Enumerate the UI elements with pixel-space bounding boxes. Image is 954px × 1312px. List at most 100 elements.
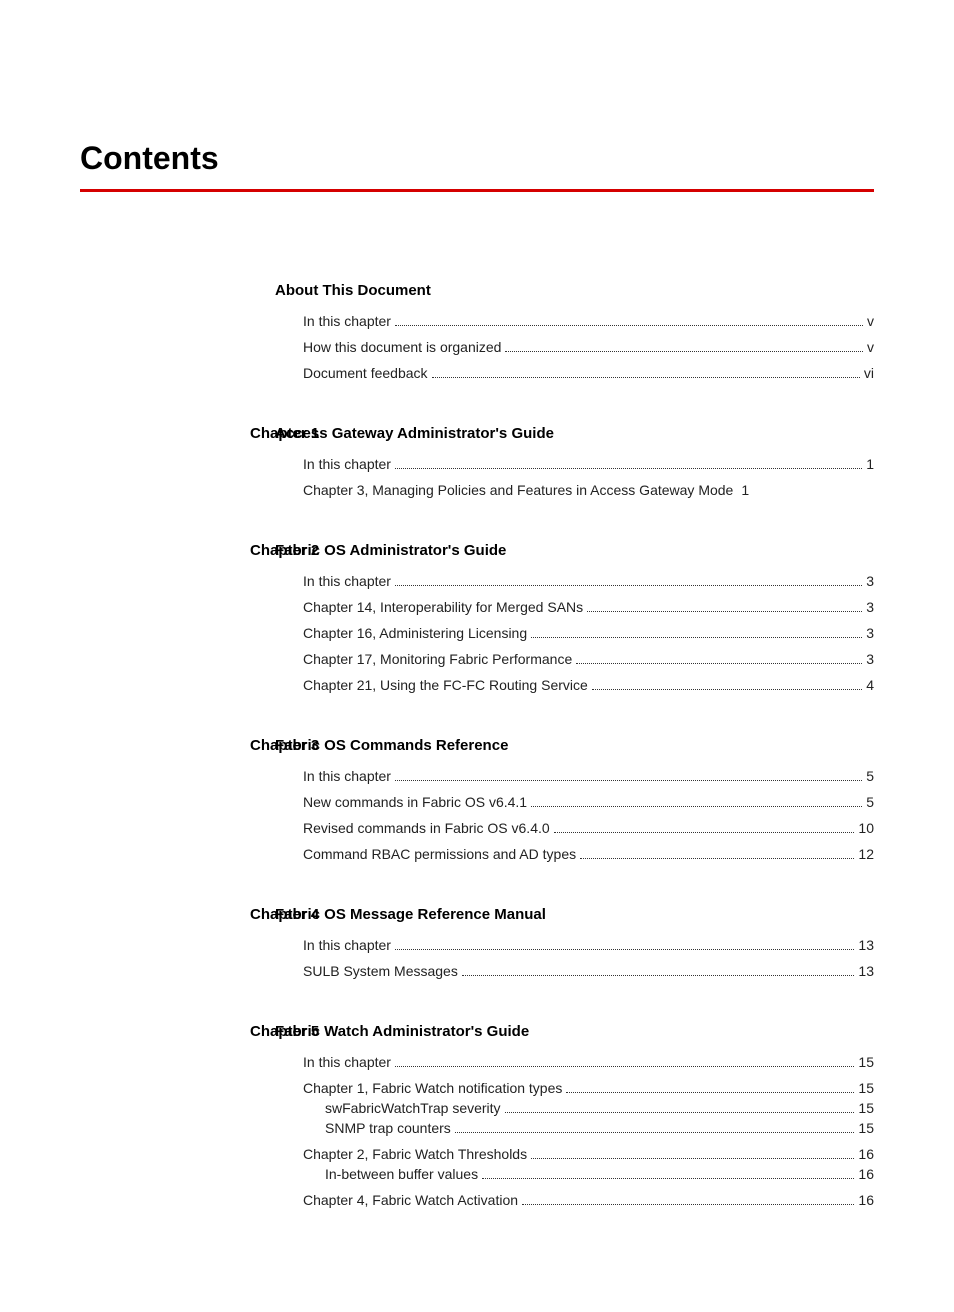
toc-entry[interactable]: Chapter 1, Fabric Watch notification typ… [303, 1080, 874, 1096]
toc-entry[interactable]: In this chapter5 [303, 768, 874, 784]
entry-text: SULB System Messages [303, 963, 458, 979]
entry-page: 13 [858, 937, 874, 953]
toc-entry[interactable]: Chapter 21, Using the FC-FC Routing Serv… [303, 677, 874, 693]
toc-entry[interactable]: In-between buffer values 16 [303, 1166, 874, 1182]
section-body: Fabric OS Message Reference Manual In thi… [275, 906, 874, 989]
toc-entry[interactable]: Revised commands in Fabric OS v6.4.0 10 [303, 820, 874, 836]
entry-text: In this chapter [303, 1054, 391, 1070]
toc-entry[interactable]: How this document is organized v [303, 339, 874, 355]
entry-text: Chapter 2, Fabric Watch Thresholds [303, 1146, 527, 1162]
section-body: Fabric Watch Administrator's GuideIn thi… [275, 1023, 874, 1218]
toc-entry[interactable]: In this chapter1 [303, 456, 874, 472]
entry-page: 3 [866, 573, 874, 589]
dot-leader [531, 1148, 854, 1159]
toc-entry[interactable]: New commands in Fabric OS v6.4.1 5 [303, 794, 874, 810]
entry-text: In-between buffer values [325, 1166, 478, 1182]
entry-page: 4 [866, 677, 874, 693]
toc-entry[interactable]: SULB System Messages 13 [303, 963, 874, 979]
dot-leader [587, 601, 862, 612]
entry-page: 15 [858, 1054, 874, 1070]
entry-page: 16 [858, 1166, 874, 1182]
dot-leader [395, 939, 854, 950]
dot-leader [505, 1102, 855, 1113]
dot-leader [576, 653, 862, 664]
toc-entry[interactable]: Chapter 4, Fabric Watch Activation 16 [303, 1192, 874, 1208]
table-of-contents: About This DocumentIn this chaptervHow t… [80, 282, 874, 1218]
dot-leader [482, 1168, 854, 1179]
toc-entry[interactable]: In this chapter 13 [303, 937, 874, 953]
dot-leader [395, 575, 862, 586]
entry-text: In this chapter [303, 937, 391, 953]
entry-text: In this chapter [303, 313, 391, 329]
entry-text: How this document is organized [303, 339, 501, 355]
section-title: Fabric OS Message Reference Manual [275, 906, 874, 923]
dot-leader [531, 627, 862, 638]
entry-text: Chapter 1, Fabric Watch notification typ… [303, 1080, 562, 1096]
entry-page: 16 [858, 1146, 874, 1162]
entry-text: In this chapter [303, 768, 391, 784]
dot-leader [566, 1082, 854, 1093]
toc-entry[interactable]: swFabricWatchTrap severity15 [303, 1100, 874, 1116]
entry-text: Chapter 14, Interoperability for Merged … [303, 599, 583, 615]
entry-text: Document feedback [303, 365, 428, 381]
entries-list: In this chapter1 Chapter 3, Managing Poli… [275, 456, 874, 498]
toc-entry[interactable]: Chapter 2, Fabric Watch Thresholds 16 [303, 1146, 874, 1162]
section-title: Fabric OS Administrator's Guide [275, 542, 874, 559]
chapter-label: Chapter 5 [80, 1023, 275, 1218]
entry-page: 5 [866, 794, 874, 810]
chapter-label: Chapter 1 [80, 425, 275, 508]
toc-entry[interactable]: In this chapter 3 [303, 573, 874, 589]
section-body: Access Gateway Administrator's Guide In t… [275, 425, 874, 508]
toc-section: Chapter 5Fabric Watch Administrator's Gu… [80, 1023, 874, 1218]
dot-leader [395, 458, 862, 469]
entry-page: 3 [866, 625, 874, 641]
toc-entry[interactable]: Chapter 16, Administering Licensing 3 [303, 625, 874, 641]
entry-page: 10 [858, 820, 874, 836]
entry-page: v [867, 339, 874, 355]
entries-list: In this chapter 3 Chapter 14, Interoperabi… [275, 573, 874, 693]
section-title: About This Document [275, 282, 874, 299]
section-body: About This DocumentIn this chaptervHow t… [275, 282, 874, 391]
entry-text: SNMP trap counters [325, 1120, 451, 1136]
toc-section: Chapter 3Fabric OS Commands ReferenceIn … [80, 737, 874, 872]
entry-text: Command RBAC permissions and AD types [303, 846, 576, 862]
section-title: Access Gateway Administrator's Guide [275, 425, 874, 442]
toc-entry[interactable]: Chapter 3, Managing Policies and Feature… [303, 482, 874, 498]
toc-entry[interactable]: Chapter 14, Interoperability for Merged … [303, 599, 874, 615]
toc-entry[interactable]: Command RBAC permissions and AD types12 [303, 846, 874, 862]
entry-text: Chapter 17, Monitoring Fabric Performanc… [303, 651, 572, 667]
dot-leader [462, 965, 855, 976]
entry-page: v [867, 313, 874, 329]
entry-page: 3 [866, 599, 874, 615]
entry-text: Revised commands in Fabric OS v6.4.0 [303, 820, 550, 836]
toc-entry[interactable]: SNMP trap counters15 [303, 1120, 874, 1136]
dot-leader [505, 341, 863, 352]
entry-page: 13 [858, 963, 874, 979]
dot-leader [531, 796, 862, 807]
toc-entry[interactable]: In this chapter v [303, 313, 874, 329]
toc-entry[interactable]: In this chapter 15 [303, 1054, 874, 1070]
entry-page: 16 [858, 1192, 874, 1208]
chapter-label: Chapter 2 [80, 542, 275, 703]
dot-leader [554, 822, 855, 833]
section-body: Fabric OS Commands Reference In this chap… [275, 737, 874, 872]
entries-list: In this chapter 15 Chapter 1, Fabric Watch… [275, 1054, 874, 1208]
section-title: Fabric OS Commands Reference [275, 737, 874, 754]
entry-text: In this chapter [303, 573, 391, 589]
dot-leader [432, 367, 860, 378]
toc-section: Chapter 1Access Gateway Administrator's … [80, 425, 874, 508]
dot-leader [733, 484, 741, 495]
entry-text: Chapter 21, Using the FC-FC Routing Serv… [303, 677, 588, 693]
dot-leader [592, 679, 862, 690]
page-container: Contents About This DocumentIn this chap… [0, 0, 954, 1312]
toc-entry[interactable]: Chapter 17, Monitoring Fabric Performanc… [303, 651, 874, 667]
dot-leader [395, 1056, 854, 1067]
section-body: Fabric OS Administrator's Guide In this c… [275, 542, 874, 703]
dot-leader [522, 1194, 854, 1205]
entry-text: Chapter 16, Administering Licensing [303, 625, 527, 641]
toc-entry[interactable]: Document feedbackvi [303, 365, 874, 381]
entry-text: New commands in Fabric OS v6.4.1 [303, 794, 527, 810]
title-rule [80, 189, 874, 192]
entry-text: Chapter 4, Fabric Watch Activation [303, 1192, 518, 1208]
entry-page: 15 [858, 1100, 874, 1116]
